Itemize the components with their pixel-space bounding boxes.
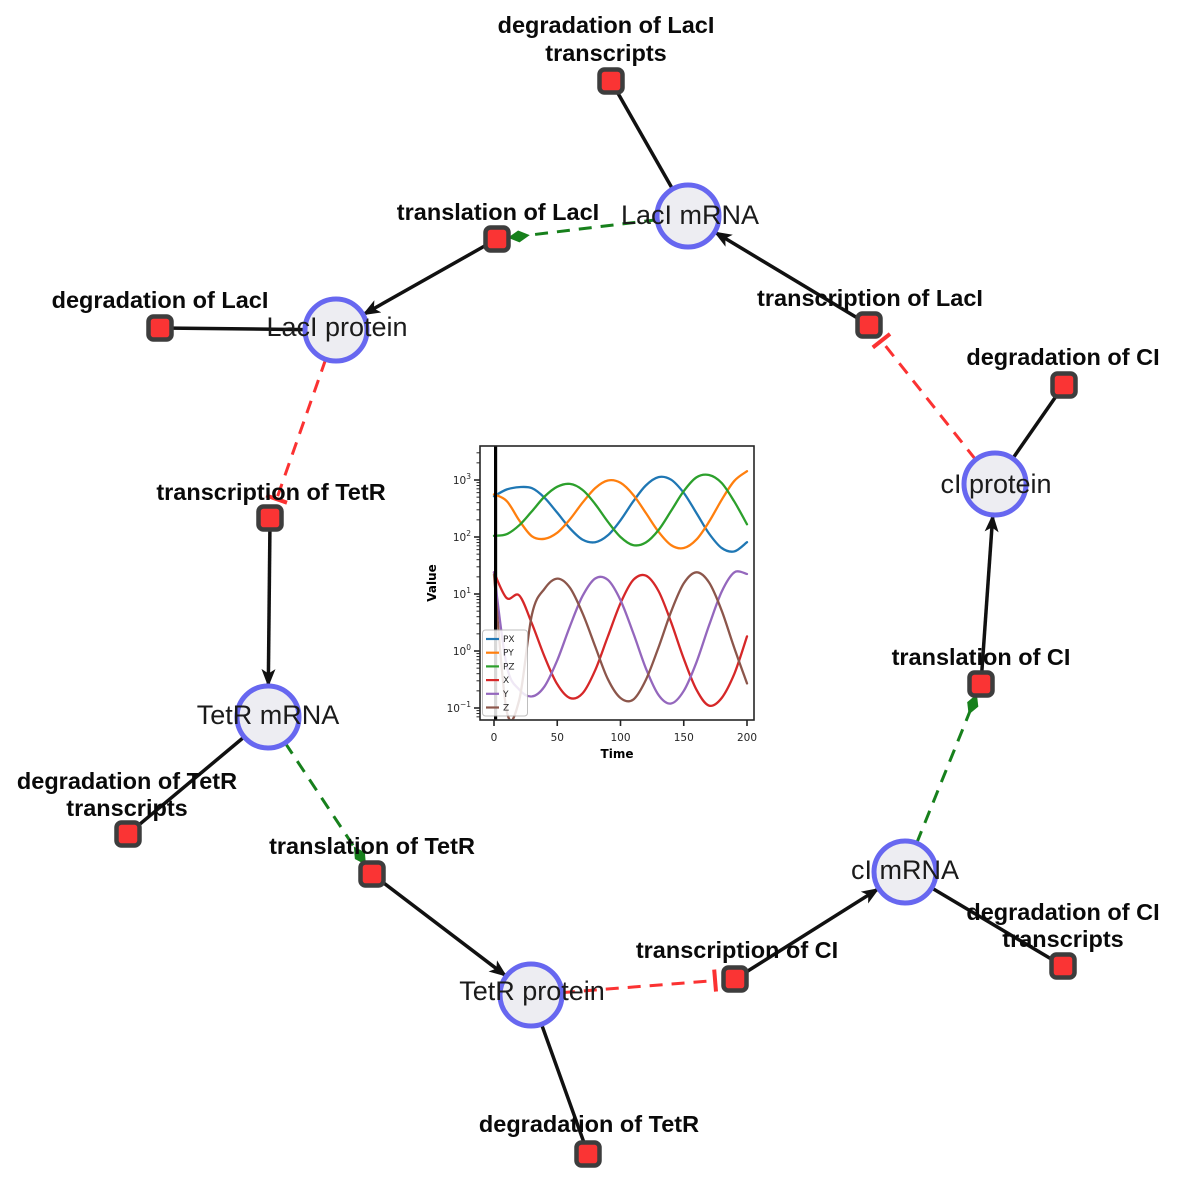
y-axis-label: Value xyxy=(425,564,439,602)
inset-timeseries-chart: 0 50 100 150 20010310210110010−1TimeValuePXP… xyxy=(418,430,776,764)
series-line-X xyxy=(492,571,749,708)
reaction-node-degradation-lacI xyxy=(146,314,174,342)
series-line-Y xyxy=(492,570,749,705)
reaction-node-transcription-cI xyxy=(721,965,749,993)
species-node-tetR-mRNA xyxy=(234,683,302,751)
reaction-label-degradation-tetR-transcripts-1: degradation of TetR xyxy=(17,768,237,794)
reaction-label-transcription-cI: transcription of CI xyxy=(636,937,838,963)
reaction-label-translation-lacI: translation of LacI xyxy=(397,199,599,225)
edge-cI-represses-lacI xyxy=(880,339,977,461)
edge-translation-to-cI-protein xyxy=(980,513,999,673)
edge-transcription-lacI-to-mRNA xyxy=(713,230,860,321)
edge-translation-to-lacI-protein xyxy=(362,243,488,317)
reaction-label-degradation-cI-transcripts-2: transcripts xyxy=(1002,926,1123,952)
species-node-lacI-mRNA xyxy=(654,182,722,250)
x-tick-label: 100 xyxy=(610,732,630,744)
edges-layer xyxy=(136,90,1059,1144)
legend-label-X: X xyxy=(503,676,509,686)
reaction-node-translation-tetR xyxy=(358,860,386,888)
reaction-node-degradation-tetR-transcripts xyxy=(114,820,142,848)
edge-degradation-tetR-transcripts xyxy=(136,735,246,828)
edge-tetR-represses-cI xyxy=(561,979,716,995)
axes-spines xyxy=(479,445,755,721)
edge-tetR-mRNA-to-translation xyxy=(283,741,367,865)
edge-cI-mRNA-to-translation xyxy=(915,694,979,844)
tbar-tetR-represses-cI xyxy=(712,969,718,992)
reaction-label-degradation-lacI-transcripts-1: degradation of LacI xyxy=(498,12,715,38)
edge-cI-protein-degradation xyxy=(1011,393,1059,460)
species-node-tetR-protein xyxy=(497,961,565,1029)
series-line-PY xyxy=(492,470,749,550)
reaction-node-degradation-tetR xyxy=(574,1140,602,1168)
x-tick-label: 150 xyxy=(674,732,694,744)
species-label-cI-mRNA: cI mRNA xyxy=(851,855,959,885)
edge-transcription-cI-to-mRNA xyxy=(744,887,880,975)
species-label-tetR-protein: TetR protein xyxy=(459,976,605,1006)
edge-degradation-lacI-transcripts xyxy=(615,90,675,190)
edge-tetR-protein-degradation xyxy=(539,1023,586,1144)
reaction-label-degradation-cI: degradation of CI xyxy=(966,344,1159,370)
edge-lacI-mRNA-to-translation xyxy=(507,218,658,243)
reaction-node-translation-lacI xyxy=(483,225,511,253)
reaction-node-degradation-lacI-transcripts xyxy=(597,67,625,95)
x-tick-label: 50 xyxy=(551,732,564,744)
series-line-Z xyxy=(492,571,749,720)
edge-transcription-tetR-to-mRNA xyxy=(261,529,276,687)
reaction-label-degradation-lacI: degradation of LacI xyxy=(52,287,269,313)
edge-lacI-represses-tetR xyxy=(275,358,328,500)
legend-label-Y: Y xyxy=(502,690,509,700)
species-node-lacI-protein xyxy=(302,296,370,364)
reaction-label-degradation-lacI-transcripts-2: transcripts xyxy=(545,40,666,66)
edge-translation-to-tetR-protein xyxy=(380,879,508,978)
reaction-node-translation-cI xyxy=(967,670,995,698)
x-tick-label: 0 xyxy=(491,732,498,744)
tbar-cI-represses-lacI xyxy=(871,332,892,350)
reaction-node-transcription-lacI xyxy=(855,311,883,339)
reaction-label-translation-cI: translation of CI xyxy=(892,644,1071,670)
tbar-lacI-represses-tetR xyxy=(265,493,288,505)
reaction-label-transcription-tetR: transcription of TetR xyxy=(156,479,385,505)
series-line-PZ xyxy=(492,473,749,547)
reaction-label-degradation-tetR: degradation of TetR xyxy=(479,1111,699,1137)
reaction-node-transcription-tetR xyxy=(256,504,284,532)
species-node-cI-mRNA xyxy=(871,838,939,906)
species-label-cI-protein: cI protein xyxy=(940,469,1051,499)
legend-label-PZ: PZ xyxy=(503,662,515,672)
edge-lacI-protein-degradation xyxy=(171,326,306,332)
reaction-label-degradation-cI-transcripts-1: degradation of CI xyxy=(966,899,1159,925)
species-node-cI-protein xyxy=(961,450,1029,518)
reaction-node-degradation-cI xyxy=(1050,371,1078,399)
reaction-label-transcription-lacI: transcription of LacI xyxy=(757,285,983,311)
labels-layer: LacI mRNA LacI protein cI protein TetR m… xyxy=(17,12,1160,1137)
legend-label-PY: PY xyxy=(503,649,514,659)
reaction-node-degradation-cI-transcripts xyxy=(1049,952,1077,980)
legend-label-Z: Z xyxy=(503,704,509,714)
x-tick-label: 200 xyxy=(737,732,757,744)
x-axis-label: Time xyxy=(601,747,634,761)
species-label-lacI-protein: LacI protein xyxy=(266,312,407,342)
edge-degradation-cI-transcripts xyxy=(930,886,1054,962)
nodes-layer xyxy=(114,67,1078,1168)
reaction-label-translation-tetR: translation of TetR xyxy=(269,833,475,859)
legend-label-PX: PX xyxy=(503,635,515,645)
species-label-lacI-mRNA: LacI mRNA xyxy=(621,200,759,230)
reaction-label-degradation-tetR-transcripts-2: transcripts xyxy=(66,795,187,821)
species-label-tetR-mRNA: TetR mRNA xyxy=(197,700,340,730)
